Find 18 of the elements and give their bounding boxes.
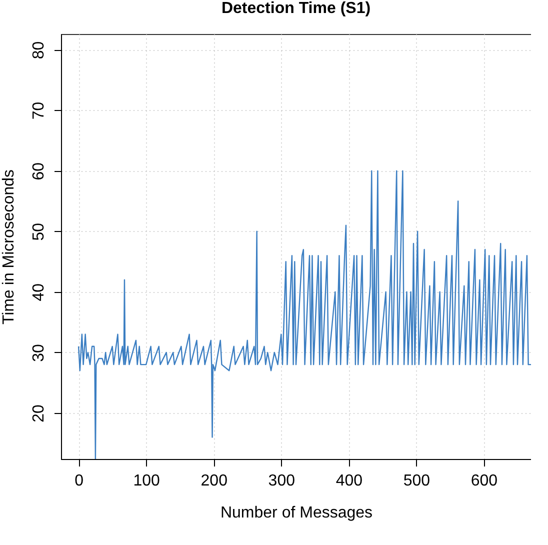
y-tick-label: 60 xyxy=(30,162,48,180)
x-tick-label: 100 xyxy=(133,472,160,490)
x-tick-label: 300 xyxy=(268,472,296,490)
y-tick-label: 80 xyxy=(30,41,48,60)
chart-title: Detection Time (S1) xyxy=(221,0,371,17)
x-tick-label: 200 xyxy=(200,472,228,490)
y-tick-label: 30 xyxy=(30,344,48,362)
y-tick-label: 20 xyxy=(30,404,48,422)
x-tick-label: 400 xyxy=(336,472,363,490)
line-series xyxy=(78,170,531,459)
y-axis-title: Time in Microseconds xyxy=(0,169,18,325)
x-tick-label: 0 xyxy=(74,472,84,490)
y-tick-label: 50 xyxy=(30,222,48,241)
x-tick-label: 500 xyxy=(403,472,430,490)
x-tick-label: 600 xyxy=(470,472,498,490)
x-axis-title: Number of Messages xyxy=(220,504,373,522)
y-tick-label: 70 xyxy=(30,102,48,120)
y-tick-label: 40 xyxy=(30,283,48,302)
